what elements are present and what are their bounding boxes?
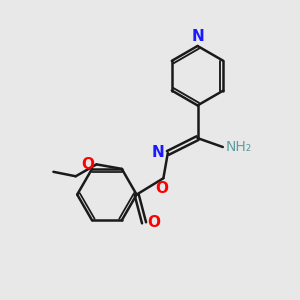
Text: N: N (152, 146, 164, 160)
Text: O: O (155, 181, 168, 196)
Text: NH₂: NH₂ (225, 140, 251, 154)
Text: O: O (147, 215, 160, 230)
Text: O: O (81, 157, 94, 172)
Text: N: N (191, 29, 204, 44)
